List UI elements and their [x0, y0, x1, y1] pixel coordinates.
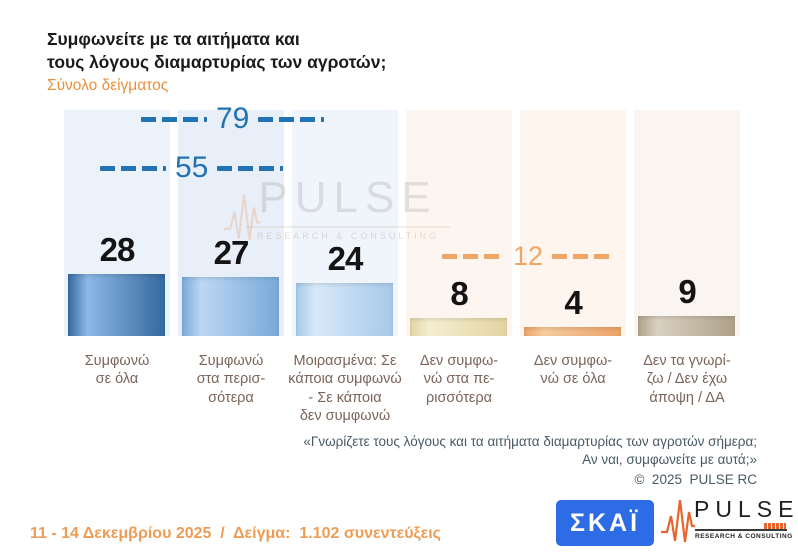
column-background	[406, 110, 512, 336]
pulse-logo-pixels	[764, 523, 786, 529]
category-label: Δεν συμφω- νώ σε όλα	[533, 353, 613, 388]
bar	[638, 316, 735, 336]
skai-logo-text: ΣΚΑΪ	[569, 508, 641, 537]
category-label: Μοιρασμένα: Σε κάποια συμφωνώ - Σε κάποι…	[288, 353, 402, 424]
chart-title: Συμφωνείτε με τα αιτήματα και τους λόγου…	[47, 29, 387, 73]
bar-chart: 28 Συμφωνώ σε όλα 27 Συμφωνώ στα περισ- σότ…	[60, 104, 744, 424]
annotation-value: 12	[513, 241, 544, 271]
dashed-line	[258, 116, 325, 122]
column-background	[520, 110, 626, 336]
pulse-watermark: PULSE RESEARCH & CONSULTING	[223, 173, 458, 241]
heartbeat-icon	[223, 194, 261, 240]
bar-value-label: 27	[213, 234, 250, 271]
watermark-word: PULSE	[258, 173, 438, 222]
copyright-note: © 2025 PULSE RC	[634, 472, 757, 488]
bar-value-label: 9	[678, 273, 696, 310]
survey-info: 11 - 14 Δεκεμβρίου 2025 / Δείγμα: 1.102 …	[30, 525, 441, 542]
chart-column: 27 Συμφωνώ στα περισ- σότερα	[174, 110, 288, 406]
bar-value-label: 24	[327, 240, 364, 277]
dashed-line	[217, 165, 284, 171]
chart-column: 28 Συμφωνώ σε όλα	[60, 110, 174, 387]
heartbeat-icon	[661, 499, 695, 543]
pulse-logo-text: PULSE	[694, 496, 798, 522]
pulse-logo-tagline: RESEARCH & CONSULTING	[695, 533, 793, 540]
chart-column: 8 Δεν συμφω- νώ στα πε- ρισσότερα	[402, 110, 516, 406]
skai-logo: ΣΚΑΪ	[556, 500, 654, 546]
chart-column: 4 Δεν συμφω- νώ σε όλα	[516, 110, 630, 387]
chart-column: 9 Δεν τα γνωρί- ζω / Δεν έχω άποψη / ΔΑ	[630, 110, 744, 406]
dashed-line	[100, 165, 166, 171]
category-label: Δεν συμφω- νώ στα πε- ρισσότερα	[419, 353, 499, 406]
bar	[410, 318, 507, 336]
pulse-logo-divider	[695, 529, 787, 531]
chart-subtitle: Σύνολο δείγματος	[47, 77, 169, 94]
category-label: Συμφωνώ σε όλα	[84, 353, 150, 388]
annotation-value: 79	[216, 102, 250, 135]
category-label: Δεν τα γνωρί- ζω / Δεν έχω άποψη / ΔΑ	[643, 353, 731, 406]
bar-value-label: 28	[99, 231, 136, 268]
annotation-value: 55	[175, 151, 209, 184]
column-background	[634, 110, 740, 336]
bar-value-label: 8	[450, 275, 468, 312]
annotation-sum-55: 55	[100, 151, 284, 184]
bar-value-label: 4	[564, 284, 582, 321]
chart-column: 24 Μοιρασμένα: Σε κάποια συμφωνώ - Σε κάπ…	[288, 110, 402, 424]
annotation-sum-12: 12	[442, 241, 615, 271]
footnote-line: Αν ναι, συμφωνείτε με αυτά;»	[582, 451, 757, 467]
category-label: Συμφωνώ στα περισ- σότερα	[196, 353, 266, 406]
footnote-line: «Γνωρίζετε τους λόγους και τα αιτήματα δ…	[303, 434, 757, 449]
bar	[296, 283, 393, 336]
annotation-sum-79: 79	[141, 102, 325, 135]
bar	[68, 274, 165, 336]
bar	[182, 277, 279, 336]
pulse-logo: PULSE RESEARCH & CONSULTING	[660, 492, 793, 550]
dashed-line	[552, 254, 615, 259]
watermark-divider	[246, 226, 450, 228]
dashed-line	[442, 254, 504, 259]
source-question-note: «Γνωρίζετε τους λόγους και τα αιτήματα δ…	[303, 433, 757, 489]
dashed-line	[141, 116, 207, 122]
watermark-tagline: RESEARCH & CONSULTING	[256, 231, 440, 241]
bar	[524, 327, 621, 336]
